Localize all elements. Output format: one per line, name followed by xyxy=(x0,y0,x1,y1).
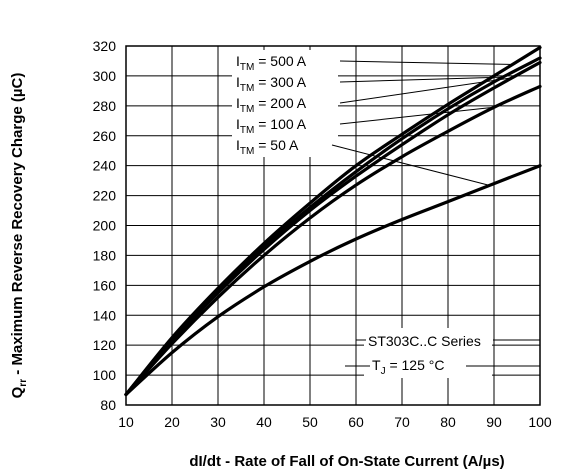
legend-entry-1: ITM = 300 A xyxy=(236,74,307,94)
x-tick-label: 90 xyxy=(486,414,502,430)
y-tick-label: 100 xyxy=(93,367,117,383)
y-tick-label: 260 xyxy=(93,128,117,144)
y-tick-label: 80 xyxy=(100,397,116,413)
legend-entry-0: ITM = 500 A xyxy=(236,53,307,73)
legend-background xyxy=(232,50,338,157)
series-line-2 xyxy=(124,60,542,397)
y-axis-label: Qrr - Maximum Reverse Recovery Charge (µ… xyxy=(9,73,29,399)
legend-leader-4 xyxy=(331,144,490,186)
y-tick-label: 180 xyxy=(93,247,117,263)
legend-leader-1 xyxy=(339,76,504,83)
x-tick-label: 40 xyxy=(256,414,272,430)
x-axis-label: dI/dt - Rate of Fall of On-State Current… xyxy=(189,453,504,470)
legend-subscript: TM xyxy=(240,146,254,157)
y-axis-description: - Maximum Reverse Recovery Charge (µC) xyxy=(9,73,26,379)
series-annotation: ST303C..C Series xyxy=(368,333,481,349)
y-tick-label: 120 xyxy=(93,337,117,353)
legend-symbol: I xyxy=(236,74,240,90)
legend-leader-0 xyxy=(339,60,513,65)
x-tick-label: 70 xyxy=(394,414,410,430)
legend-leader-3 xyxy=(339,106,495,125)
legend-symbol: I xyxy=(236,137,240,153)
condition-annotation: ST303C..C Series TJ = 125 °C xyxy=(345,328,540,378)
y-axis-symbol: Q xyxy=(9,386,26,398)
legend-subscript: TM xyxy=(240,83,254,94)
curves xyxy=(124,45,542,397)
legend-subscript: TM xyxy=(240,125,254,136)
legend-value: = 50 A xyxy=(254,137,299,153)
legend-value: = 500 A xyxy=(254,53,306,69)
y-tick-label: 320 xyxy=(93,38,117,54)
y-tick-label: 160 xyxy=(93,277,117,293)
x-tick-label: 80 xyxy=(440,414,456,430)
legend-value: = 100 A xyxy=(254,116,306,132)
temp-subscript: J xyxy=(381,366,386,377)
x-tick-label: 20 xyxy=(164,414,180,430)
y-tick-label: 220 xyxy=(93,188,117,204)
y-tick-label: 300 xyxy=(93,68,117,84)
legend-symbol: I xyxy=(236,116,240,132)
y-tick-label: 240 xyxy=(93,158,117,174)
y-tick-label: 140 xyxy=(93,307,117,323)
legend-value: = 300 A xyxy=(254,74,306,90)
plot-frame xyxy=(125,45,541,406)
x-tick-label: 30 xyxy=(210,414,226,430)
x-tick-labels: 10 20 30 40 50 60 70 80 90 100 xyxy=(118,414,552,430)
legend-leader-2 xyxy=(339,77,513,104)
y-axis-subscript: rr xyxy=(18,379,29,387)
y-tick-label: 200 xyxy=(93,218,117,234)
legend-leaders xyxy=(331,60,513,186)
x-tick-label: 50 xyxy=(302,414,318,430)
legend-subscript: TM xyxy=(240,62,254,73)
y-tick-labels: 80 100 120 140 160 180 200 220 240 260 280 300 320 xyxy=(93,38,117,413)
legend-symbol: I xyxy=(236,53,240,69)
temp-value: = 125 °C xyxy=(386,357,445,373)
legend-entry-3: ITM = 100 A xyxy=(236,116,307,136)
legend-value: = 200 A xyxy=(254,95,306,111)
y-tick-label: 280 xyxy=(93,98,117,114)
series-line-3 xyxy=(124,84,542,397)
series-line-4 xyxy=(124,164,542,397)
legend-entry-4: ITM = 50 A xyxy=(236,137,299,157)
x-tick-label: 10 xyxy=(118,414,134,430)
temp-symbol: T xyxy=(372,357,381,373)
legend-subscript: TM xyxy=(240,104,254,115)
temperature-annotation: TJ = 125 °C xyxy=(372,357,444,377)
annotation-background xyxy=(364,328,492,378)
legend-entry-2: ITM = 200 A xyxy=(236,95,307,115)
x-tick-label: 60 xyxy=(348,414,364,430)
x-tick-label: 100 xyxy=(528,414,552,430)
legend-symbol: I xyxy=(236,95,240,111)
